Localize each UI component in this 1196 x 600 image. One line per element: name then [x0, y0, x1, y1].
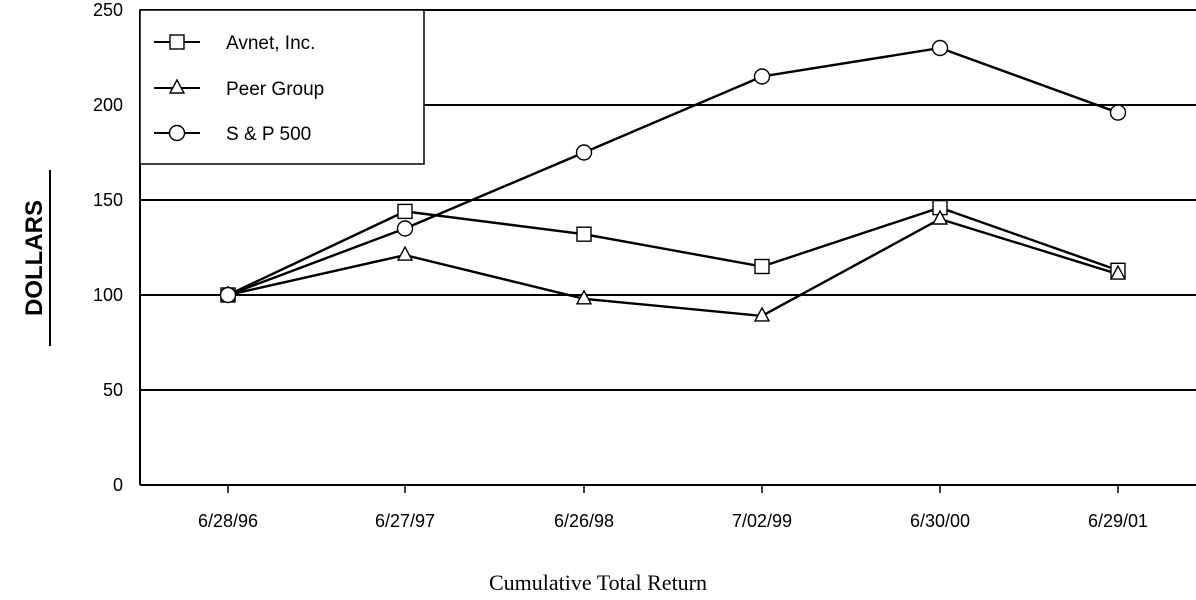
series-lines — [219, 39, 1127, 322]
series-line — [227, 46, 1119, 297]
data-point-square — [169, 34, 185, 50]
data-point-triangle — [168, 78, 186, 94]
data-point-circle — [219, 286, 237, 304]
data-point-triangle — [1109, 264, 1127, 280]
y-tick-label: 150 — [93, 190, 123, 210]
legend-label: S & P 500 — [226, 124, 311, 145]
legend-label: Peer Group — [226, 79, 324, 100]
data-point-circle — [168, 124, 186, 142]
y-tick-label: 250 — [93, 0, 123, 20]
data-point-circle — [753, 68, 771, 85]
data-point-triangle — [753, 306, 771, 322]
x-tick-label: 6/30/00 — [910, 511, 970, 531]
line-chart: 0 50 100 150 200 250 6/28/96 6/27/97 6/26/98 7/0… — [21, 0, 1196, 531]
chart-caption: Cumulative Total Return — [488, 570, 708, 595]
y-tick-labels: 0 50 100 150 200 250 — [93, 0, 123, 495]
data-point-circle — [931, 39, 949, 57]
data-point-triangle — [575, 289, 593, 305]
data-point-triangle — [931, 209, 949, 225]
x-tick-label: 6/28/96 — [198, 511, 258, 531]
data-point-circle — [396, 220, 414, 237]
legend: Avnet, Inc. Peer Group S & P 500 — [139, 9, 425, 165]
x-tick-labels: 6/28/96 6/27/97 6/26/98 7/02/99 6/30/00 6/29/… — [198, 485, 1148, 531]
data-point-square — [397, 203, 413, 220]
legend-label: Avnet, Inc. — [226, 33, 315, 54]
x-tick-label: 6/27/97 — [375, 511, 435, 531]
x-tick-label: 6/26/98 — [554, 511, 614, 531]
y-tick-label: 50 — [103, 380, 123, 400]
data-point-circle — [575, 144, 593, 161]
y-tick-label: 200 — [93, 95, 123, 115]
series-line — [227, 217, 1119, 318]
y-tick-label: 100 — [93, 285, 123, 305]
data-point-triangle — [396, 245, 414, 261]
x-tick-label: 7/02/99 — [732, 511, 792, 531]
data-point-square — [754, 258, 770, 275]
series-line — [227, 206, 1119, 297]
y-axis-label: DOLLARS — [21, 200, 48, 316]
data-point-square — [576, 226, 592, 242]
data-point-circle — [1109, 104, 1127, 121]
x-tick-label: 6/29/01 — [1088, 511, 1148, 531]
y-tick-label: 0 — [113, 475, 123, 495]
